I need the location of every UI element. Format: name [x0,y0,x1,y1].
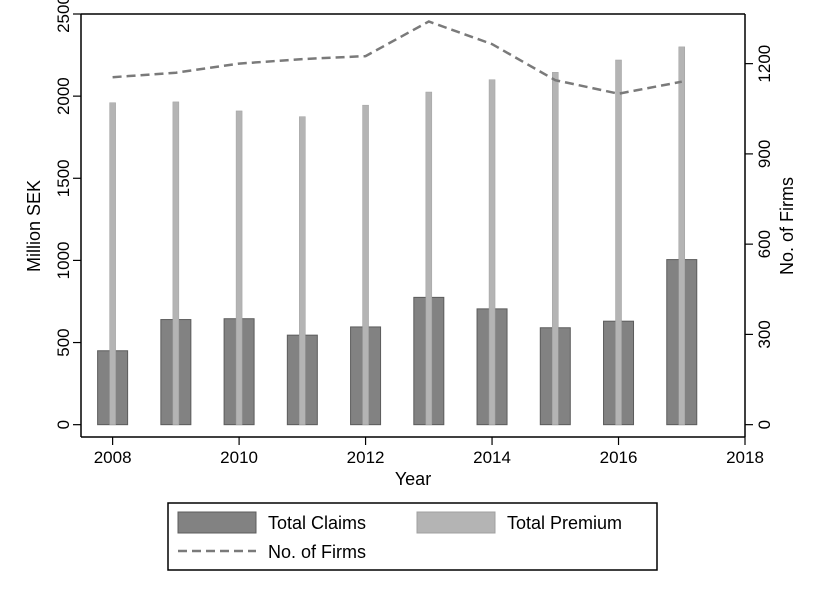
legend-swatch-total-claims [177,511,257,534]
plot-marks [97,20,698,426]
y-tick-label: 0 [54,420,73,429]
legend-swatch-total-premium [416,511,496,534]
legend: Total Claims Total Premium No. of Firms [167,502,658,571]
y-axis-title: Million SEK [24,180,44,272]
y2-tick-label: 600 [755,230,774,258]
total-premium-bar [425,91,433,425]
y2-tick-label: 1200 [755,45,774,83]
total-premium-bar [678,46,686,425]
total-premium-bar [552,72,559,425]
total-premium-bar [362,104,369,425]
total-premium-bar [109,102,116,425]
x-axis-title: Year [395,469,431,489]
total-premium-bar [172,101,180,425]
x-tick-label: 2016 [600,448,638,467]
total-premium-bar [235,110,243,425]
y-tick-label: 2000 [54,77,73,115]
total-premium-bar [488,79,496,425]
y-tick-label: 2500 [54,0,73,33]
y-tick-label: 500 [54,328,73,356]
x-tick-label: 2014 [473,448,511,467]
y-tick-label: 1000 [54,241,73,279]
y2-tick-label: 900 [755,140,774,168]
total-premium-bar [615,59,622,425]
axes: 0 500 1000 1500 2000 2500 0 300 600 900 1200 2008 20… [54,0,774,467]
legend-label-total-premium: Total Premium [507,513,622,533]
x-tick-label: 2012 [347,448,385,467]
y2-tick-label: 300 [755,320,774,348]
total-premium-bar [299,116,306,425]
y2-tick-label: 0 [755,420,774,429]
x-tick-label: 2018 [726,448,764,467]
y-tick-label: 1500 [54,159,73,197]
legend-label-total-claims: Total Claims [268,513,366,533]
y2-axis-title: No. of Firms [777,177,797,275]
x-tick-label: 2010 [220,448,258,467]
x-tick-label: 2008 [94,448,132,467]
legend-label-no-of-firms: No. of Firms [268,542,366,562]
no-of-firms-line [112,20,683,95]
